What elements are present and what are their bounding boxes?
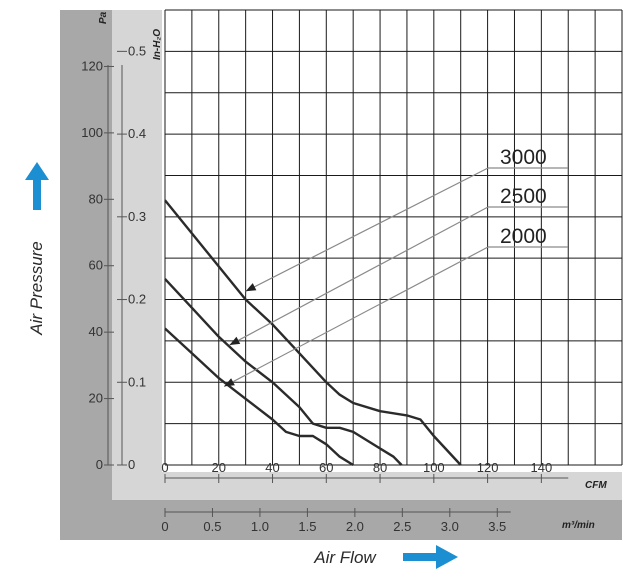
y-unit-label: In-H₂O [152,29,163,60]
y2-tick-label: 20 [89,391,103,406]
y2-tick-label: 60 [89,258,103,273]
y2-tick-label: 40 [89,324,103,339]
x2-tick-label: 0 [161,519,168,534]
series-line-2500 [164,278,403,466]
leader-arrowhead [229,336,241,346]
x2-tick-label: 2.5 [393,519,411,534]
x-unit-label: CFM [585,480,607,491]
x2-tick-label: 3.5 [488,519,506,534]
x-tick-label: 40 [265,460,279,475]
y-tick-label: 0.1 [128,374,146,389]
y2-tick-label: 100 [81,125,103,140]
x2-tick-label: 1.0 [251,519,269,534]
x-tick-label: 100 [423,460,445,475]
y2-unit-label: Pa [98,11,109,24]
arrow-up-icon [25,162,49,210]
leader-line [245,167,489,292]
x2-tick-label: 1.5 [298,519,316,534]
y-tick-label: 0.2 [128,292,146,307]
x-tick-label: 60 [319,460,333,475]
x-tick-label: 20 [212,460,226,475]
series-label-2500: 2500 [500,185,547,208]
grid [164,9,623,466]
leader-arrowhead [245,283,257,292]
y2-tick-label: 120 [81,58,103,73]
leader-line [223,246,489,387]
x2-tick-label: 0.5 [203,519,221,534]
arrow-right-icon [403,545,458,569]
series-label-2000: 2000 [500,225,547,248]
y-tick-label: 0 [128,457,135,472]
x-tick-label: 0 [161,460,168,475]
x-tick-label: 80 [373,460,387,475]
x2-tick-label: 3.0 [441,519,459,534]
x-tick-label: 140 [531,460,553,475]
x2-tick-label: 2.0 [346,519,364,534]
series-label-3000: 3000 [500,146,547,169]
x2-unit-label: m³/min [562,520,595,531]
leader-line [229,206,489,346]
y2-tick-label: 0 [96,457,103,472]
y-tick-label: 0.4 [128,126,146,141]
y-tick-label: 0.5 [128,43,146,58]
series-line-3000 [164,199,462,466]
plot-area [165,10,622,465]
series-line-2000 [164,327,354,467]
x-tick-label: 120 [477,460,499,475]
y-axis-title: Air Pressure [27,241,46,336]
y-tick-label: 0.3 [128,209,146,224]
x-axis-title: Air Flow [313,548,377,567]
leader-arrowhead [224,378,235,387]
y2-tick-label: 80 [89,191,103,206]
